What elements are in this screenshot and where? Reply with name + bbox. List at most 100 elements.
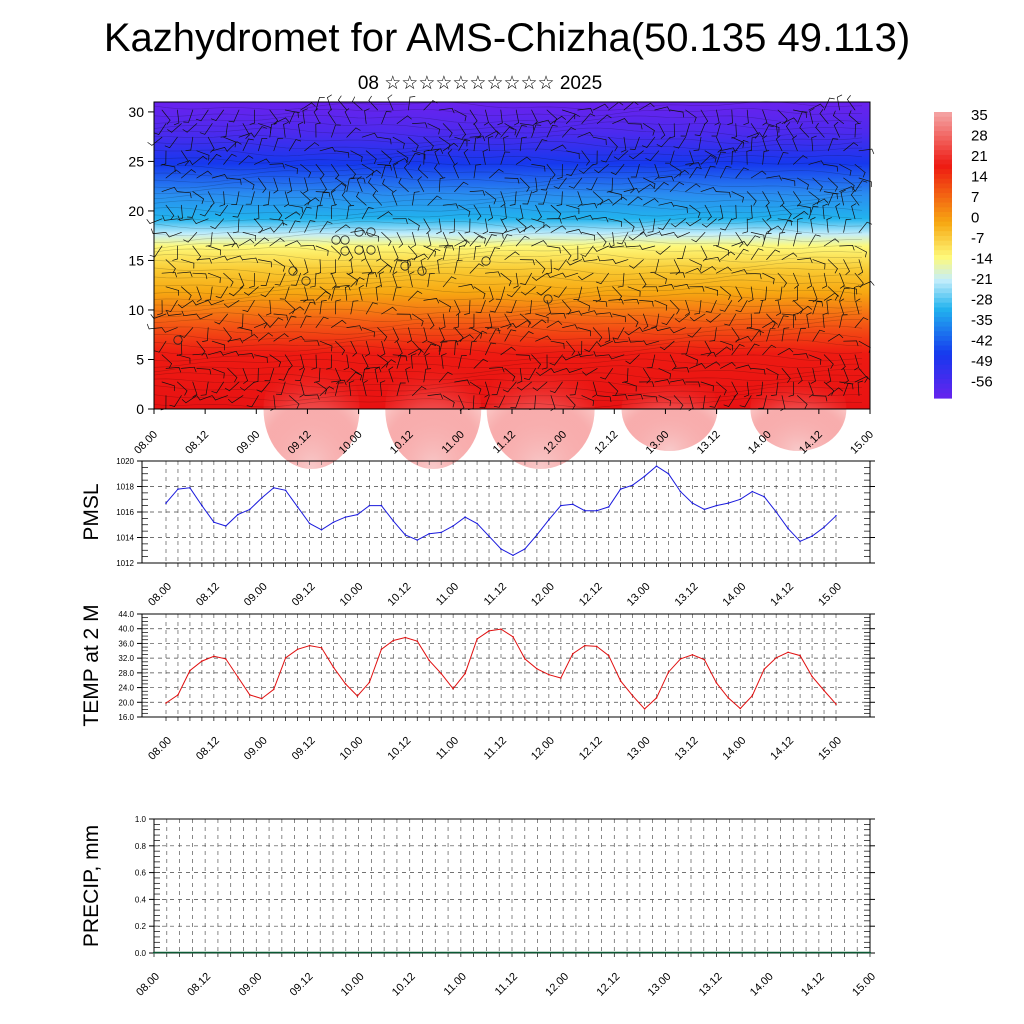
wind-barb-279 [207, 191, 215, 204]
wind-barb-flag-492 [639, 244, 643, 250]
wind-barb-flag-55 [302, 108, 308, 112]
wind-barb-167 [605, 150, 613, 163]
wind-barb-119 [577, 131, 591, 138]
wind-barb-862 [685, 354, 698, 361]
wind-barb-flag-679 [694, 312, 700, 315]
wind-barb-510 [227, 255, 241, 260]
wind-barb-2 [188, 109, 194, 123]
wind-barb-151 [365, 150, 377, 160]
wind-barb-596 [839, 272, 845, 286]
temp-panel-point [715, 682, 718, 684]
wind-barb-394 [562, 215, 576, 220]
wind-barb-flag-431 [426, 244, 432, 248]
wind-barb-flag-261 [653, 183, 656, 190]
wind-barb-237 [273, 177, 279, 191]
wind-barb-169 [632, 150, 644, 160]
pmsl-panel-point [260, 497, 263, 499]
wind-barb-750 [377, 327, 388, 338]
wind-barb-flag-280 [219, 204, 225, 207]
wind-barb-flag-200 [414, 152, 421, 155]
wind-barb-68 [504, 123, 517, 131]
temp-panel-point [823, 689, 825, 692]
wind-barb-flag-334 [341, 190, 346, 196]
wind-barb-flag-615 [429, 272, 435, 275]
wind-barb-967 [174, 395, 182, 407]
temp-panel-point [380, 648, 383, 651]
wind-barb-554 [192, 272, 207, 275]
wind-barb-flag-199 [404, 158, 409, 163]
colorbar-label: -42 [971, 333, 993, 350]
wind-barb-flag-379 [331, 204, 337, 207]
wind-barb-619 [489, 286, 494, 300]
wind-barb-flag-644 [157, 313, 163, 316]
wind-barb-752 [408, 327, 413, 341]
contour-line-40 [153, 365, 863, 375]
wind-barb-353 [643, 198, 655, 206]
wind-barb-flag-437 [530, 225, 536, 230]
wind-barb-flag-806 [547, 335, 552, 341]
wind-barb-971 [231, 395, 244, 404]
wind-barb-260 [627, 177, 635, 190]
wind-barb-flag-18 [451, 107, 455, 114]
wind-barb-flag-604 [244, 292, 249, 296]
wind-barb-flag-921 [184, 390, 188, 396]
wind-barb-332 [319, 192, 324, 206]
pmsl-panel-point [631, 484, 634, 487]
wind-barb-flag-222 [746, 149, 752, 152]
wind-barb-928 [280, 381, 286, 395]
wind-barb-flag-516 [315, 272, 322, 275]
wind-barb-364 [812, 198, 825, 206]
temp-panel-point [727, 697, 730, 699]
wind-barb-flag-775 [773, 320, 778, 325]
wind-barb-675 [639, 300, 653, 302]
wind-barb-flag-15 [387, 94, 393, 99]
wind-barb-flag-869 [805, 353, 809, 359]
wind-barb-flag-338 [413, 191, 420, 193]
wind-barb-flag-726 [705, 319, 711, 323]
wind-barb-763 [577, 327, 591, 332]
wind-barb-957 [731, 381, 738, 394]
wind-barb-flag-242 [363, 177, 366, 184]
wind-barb-677 [669, 300, 680, 311]
wind-barb-flag-528 [514, 251, 520, 256]
wind-barb-110 [438, 136, 451, 145]
wind-barb-369 [164, 218, 178, 221]
wind-barb-flag-159 [487, 135, 494, 139]
wind-barb-491 [626, 245, 640, 248]
temp-panel-point [320, 647, 323, 649]
wind-barb-798 [412, 340, 422, 352]
wind-barb-407 [762, 218, 772, 230]
wind-barb-494 [681, 245, 686, 259]
wind-barb-746 [315, 316, 324, 328]
wind-barb-flag-745 [305, 315, 312, 318]
wind-barb-flag-570 [437, 258, 443, 261]
wind-barb-flag-593 [794, 284, 799, 289]
wind-barb-flag-134 [799, 123, 803, 129]
wind-barb-flag-969 [196, 395, 201, 401]
wind-barb-586 [685, 267, 699, 274]
wind-barb-flag-776 [783, 315, 789, 317]
wind-barb-flag-151 [373, 158, 377, 164]
wind-barb-840 [346, 354, 349, 369]
wind-barb-flag-777 [793, 312, 799, 315]
wind-barb-193 [300, 164, 312, 173]
wind-barb-flag-710 [468, 326, 475, 329]
wind-barb-735 [855, 301, 860, 315]
temp-panel-point [464, 672, 466, 675]
contour-line-5 [154, 134, 863, 144]
wind-barb-311 [700, 187, 714, 192]
wind-barb-flag-664 [464, 313, 470, 315]
wind-barb-59 [364, 110, 367, 124]
wind-barb-flag-956 [723, 390, 727, 396]
wind-barb-flag-209 [551, 174, 556, 180]
wind-barb-871 [823, 354, 834, 365]
wind-barb-113 [485, 130, 498, 138]
wind-barb-flag-554 [205, 273, 208, 280]
wind-barb-530 [535, 259, 546, 270]
wind-barb-flag-413 [851, 203, 857, 207]
wind-barb-135 [815, 127, 825, 138]
wind-barb-815 [664, 340, 675, 351]
wind-barb-flag-725 [689, 317, 695, 322]
wind-barb-flag-529 [532, 259, 535, 266]
wind-barb-flag-61 [407, 115, 412, 120]
